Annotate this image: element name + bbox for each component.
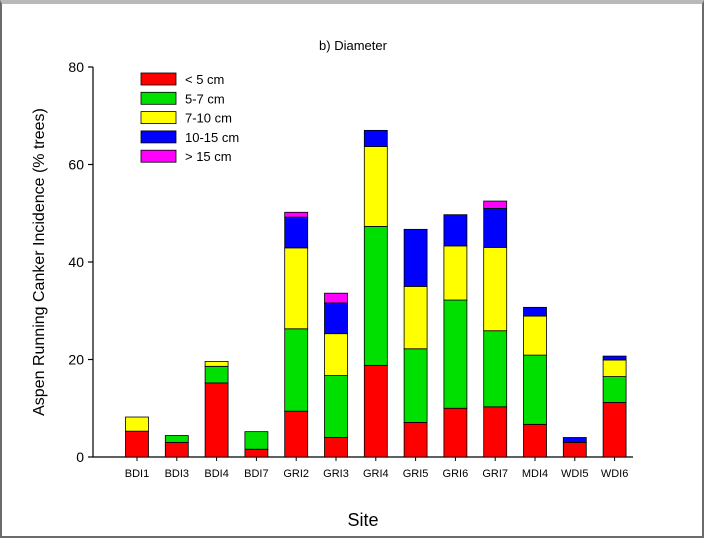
y-tick-label: 80 bbox=[68, 59, 84, 75]
bar-segment bbox=[125, 430, 149, 458]
x-tick-label: GRI4 bbox=[363, 468, 389, 480]
legend-label: 5-7 cm bbox=[185, 91, 225, 106]
x-tick-label: GRI6 bbox=[443, 468, 469, 480]
bar-segment bbox=[204, 382, 229, 458]
bar-segment bbox=[443, 407, 468, 458]
bar-segment bbox=[164, 441, 189, 458]
legend-swatch bbox=[140, 149, 177, 163]
y-axis-ticks: 0 20 40 60 80 bbox=[68, 59, 93, 465]
x-tick-label: BDI4 bbox=[204, 468, 228, 480]
x-axis-ticks: BDI1 BDI3 BDI4 BDI7 GRI2 GRI3 GRI4 GRI5 GRI6 GRI7… bbox=[125, 457, 629, 480]
x-tick-label: GRI3 bbox=[323, 468, 349, 480]
bar-segment bbox=[403, 228, 428, 287]
bar-segment bbox=[562, 437, 587, 443]
x-tick-label: WDI6 bbox=[601, 468, 629, 480]
bar-segment bbox=[244, 448, 269, 458]
bar-segment bbox=[324, 333, 348, 376]
bar-segment bbox=[284, 328, 309, 412]
bar-segment bbox=[443, 214, 468, 247]
chart-title: b) Diameter bbox=[319, 38, 388, 53]
y-tick-label: 20 bbox=[68, 352, 84, 368]
bar-segment bbox=[483, 207, 508, 248]
bar-segment bbox=[523, 423, 547, 458]
bar-segment bbox=[324, 292, 348, 304]
bar-segment bbox=[483, 200, 508, 209]
x-tick-label: BDI7 bbox=[244, 468, 268, 480]
y-tick-label: 0 bbox=[76, 449, 84, 465]
legend: < 5 cm 5-7 cm 7-10 cm 10-15 cm > 15 cm bbox=[140, 72, 239, 164]
bar-segment bbox=[363, 146, 388, 227]
bar-segment bbox=[204, 365, 229, 384]
legend-label: 7-10 cm bbox=[185, 111, 232, 126]
bar-segment bbox=[403, 421, 428, 458]
x-axis-label: Site bbox=[347, 510, 378, 530]
bar-segment bbox=[523, 306, 547, 317]
bar-segment bbox=[363, 129, 388, 147]
bar-segment bbox=[602, 401, 627, 458]
x-tick-label: WDI5 bbox=[561, 468, 589, 480]
bar-segment bbox=[284, 216, 309, 249]
bar-segment bbox=[324, 437, 348, 458]
bar-segment bbox=[443, 299, 468, 409]
bar-segment bbox=[164, 435, 189, 443]
y-tick-label: 60 bbox=[68, 157, 84, 173]
legend-swatch bbox=[140, 111, 177, 124]
x-tick-label: GRI2 bbox=[283, 468, 309, 480]
bar-segment bbox=[562, 441, 587, 458]
bar-segment bbox=[523, 354, 547, 425]
bar-segment bbox=[244, 431, 269, 450]
bar-segment bbox=[284, 211, 309, 218]
legend-label: > 15 cm bbox=[185, 149, 232, 164]
x-tick-label: GRI7 bbox=[482, 468, 508, 480]
y-axis-label: Aspen Running Canker Incidence (% trees) bbox=[31, 108, 48, 416]
bar-segment bbox=[523, 315, 547, 356]
x-tick-label: BDI1 bbox=[125, 468, 149, 480]
bar-segment bbox=[602, 355, 627, 361]
bar-segment bbox=[483, 246, 508, 332]
bar-segment bbox=[204, 361, 229, 367]
legend-swatch bbox=[140, 91, 177, 105]
bar-segment bbox=[443, 245, 468, 301]
legend-swatch bbox=[140, 72, 177, 86]
legend-swatch bbox=[140, 130, 177, 144]
bar-segment bbox=[284, 410, 309, 458]
bar-segment bbox=[483, 406, 508, 458]
bar-segment bbox=[403, 285, 428, 350]
x-tick-label: GRI5 bbox=[403, 468, 429, 480]
bar-segment bbox=[284, 247, 309, 330]
bar-segment bbox=[403, 348, 428, 423]
x-tick-label: MDI4 bbox=[522, 468, 548, 480]
bar-stacks bbox=[125, 129, 627, 458]
bar-segment bbox=[602, 376, 627, 403]
bar-segment bbox=[324, 302, 348, 335]
bar-segment bbox=[363, 226, 388, 366]
x-tick-label: BDI3 bbox=[165, 468, 189, 480]
y-tick-label: 40 bbox=[68, 254, 84, 270]
legend-label: 10-15 cm bbox=[185, 130, 239, 145]
bar-segment bbox=[324, 375, 348, 438]
bar-segment bbox=[125, 416, 149, 432]
bar-segment bbox=[363, 364, 388, 458]
bar-segment bbox=[602, 359, 627, 377]
legend-label: < 5 cm bbox=[185, 72, 224, 87]
bar-segment bbox=[483, 330, 508, 408]
